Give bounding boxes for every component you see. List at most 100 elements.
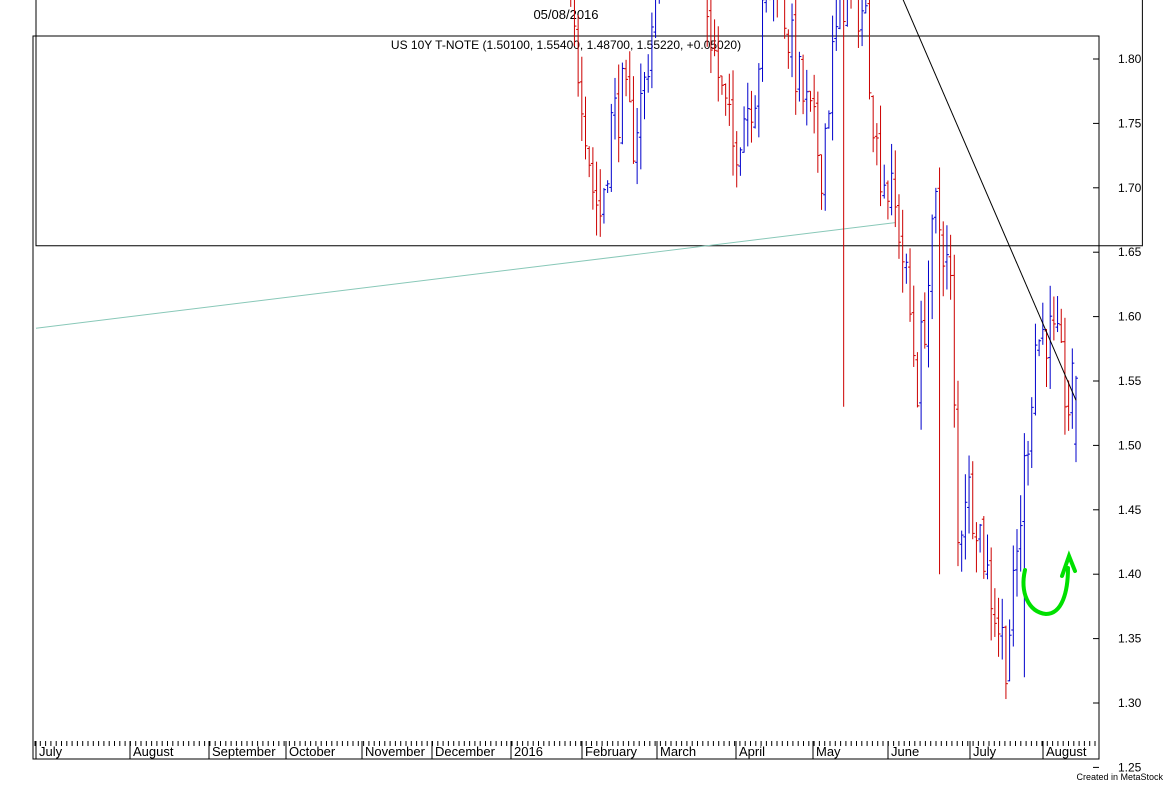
x-month-label: February (585, 744, 638, 759)
ohlc-bar (937, 167, 942, 575)
y-tick-label: 1.65 (1118, 245, 1142, 259)
x-month-label: September (212, 744, 276, 759)
ohlc-bar (1014, 529, 1019, 597)
y-tick-label: 1.70 (1118, 181, 1142, 195)
ohlc-bar (871, 95, 876, 153)
ohlc-bar (911, 285, 916, 367)
ohlc-bar (576, 15, 581, 97)
ohlc-bar (784, 0, 787, 39)
ohlc-bar (620, 62, 625, 145)
ohlc-bar (885, 180, 890, 220)
ohlc-bar (915, 352, 920, 408)
ohlc-bar (845, 0, 848, 27)
ohlc-bar (978, 523, 983, 553)
y-tick-label: 1.50 (1118, 438, 1142, 452)
ohlc-bar (804, 69, 809, 126)
x-month-label: July (39, 744, 63, 759)
ohlc-bar (573, 0, 577, 47)
ohlc-bar (974, 522, 979, 573)
ohlc-bar (601, 187, 606, 224)
ohlc-bar (948, 234, 953, 300)
ohlc-bar (808, 90, 813, 112)
ohlc-bar (1000, 598, 1005, 660)
ohlc-bar (638, 63, 643, 170)
y-tick-label: 1.40 (1118, 567, 1142, 581)
ohlc-bar (815, 91, 820, 173)
ohlc-bar (857, 0, 861, 48)
ohlc-bar (889, 143, 894, 216)
ohlc-bar (952, 254, 957, 428)
ohlc-bar (616, 64, 621, 163)
ohlc-bar (874, 123, 879, 166)
ohlc-bar (908, 248, 913, 322)
y-axis: 1.25 1.30 1.35 1.40 1.45 1.50 1.55 1.60 1.65 1.70… (1093, 0, 1142, 774)
x-month-label: August (133, 744, 174, 759)
ohlc-bar (812, 74, 817, 134)
support-line (35, 222, 896, 329)
ohlc-bar (944, 225, 949, 290)
x-month-label: July (973, 744, 997, 759)
y-tick-label: 1.45 (1118, 503, 1142, 517)
ohlc-bar (712, 19, 717, 57)
ohlc-bar (613, 77, 618, 140)
ohlc-bar (926, 260, 931, 368)
date-header: 05/08/2016 (533, 7, 598, 22)
ohlc-bar (850, 0, 852, 9)
ohlc-bar (749, 90, 754, 143)
ohlc-bar (764, 0, 767, 13)
range-box (35, 0, 1143, 247)
ohlc-bar (996, 597, 1001, 657)
ohlc-bar (959, 530, 964, 572)
ohlc-bar (658, 0, 660, 4)
ohlc-bar (1051, 296, 1056, 341)
chart-title: US 10Y T-NOTE (1.50100, 1.55400, 1.48700… (391, 38, 741, 52)
ohlc-bar (727, 73, 732, 126)
ohlc-bar (605, 180, 610, 193)
ohlc-bar (963, 474, 968, 560)
ohlc-bar (919, 300, 924, 430)
ohlc-bar (981, 516, 986, 579)
y-tick-label: 1.30 (1118, 696, 1142, 710)
price-bars (570, 0, 1078, 700)
ohlc-bar (1011, 545, 1016, 647)
ohlc-bar (776, 0, 778, 18)
ohlc-bar (941, 221, 946, 297)
y-tick-label: 1.55 (1118, 374, 1142, 388)
downtrend-line (902, 0, 1077, 401)
ohlc-bar (989, 547, 994, 641)
ohlc-bar (635, 107, 640, 185)
y-tick-label: 1.75 (1118, 116, 1142, 130)
ohlc-bar (860, 0, 865, 47)
ohlc-bar (590, 147, 595, 210)
ohlc-bar (930, 214, 935, 320)
ohlc-bar (967, 455, 972, 534)
y-tick-label: 1.60 (1118, 310, 1142, 324)
ohlc-bar (1029, 397, 1034, 468)
ohlc-bar (609, 103, 614, 192)
ohlc-bar (624, 59, 629, 97)
ohlc-bar (760, 0, 765, 82)
ohlc-bar (893, 150, 898, 228)
ohlc-bar (1007, 619, 1012, 682)
ohlc-bar (863, 0, 868, 14)
ohlc-bar (745, 82, 750, 147)
ohlc-bar (896, 194, 901, 259)
ohlc-bar (734, 131, 739, 188)
ohlc-bar (843, 0, 846, 407)
ohlc-bar (753, 95, 758, 129)
ohlc-bar (922, 292, 927, 349)
ohlc-bar (598, 169, 603, 237)
ohlc-bar (1055, 296, 1060, 333)
ohlc-bar (786, 29, 791, 69)
ohlc-bar (837, 0, 841, 30)
ohlc-bar (583, 96, 588, 160)
ohlc-bar (878, 105, 883, 207)
ohlc-bar (985, 534, 990, 580)
ohlc-bar (992, 588, 997, 637)
ohlc-bar (1037, 339, 1042, 357)
ohlc-bar (756, 63, 761, 138)
ohlc-bar (801, 54, 806, 115)
ohlc-bar (823, 123, 828, 211)
ohlc-bar (706, 0, 710, 47)
x-month-label: November (365, 744, 426, 759)
